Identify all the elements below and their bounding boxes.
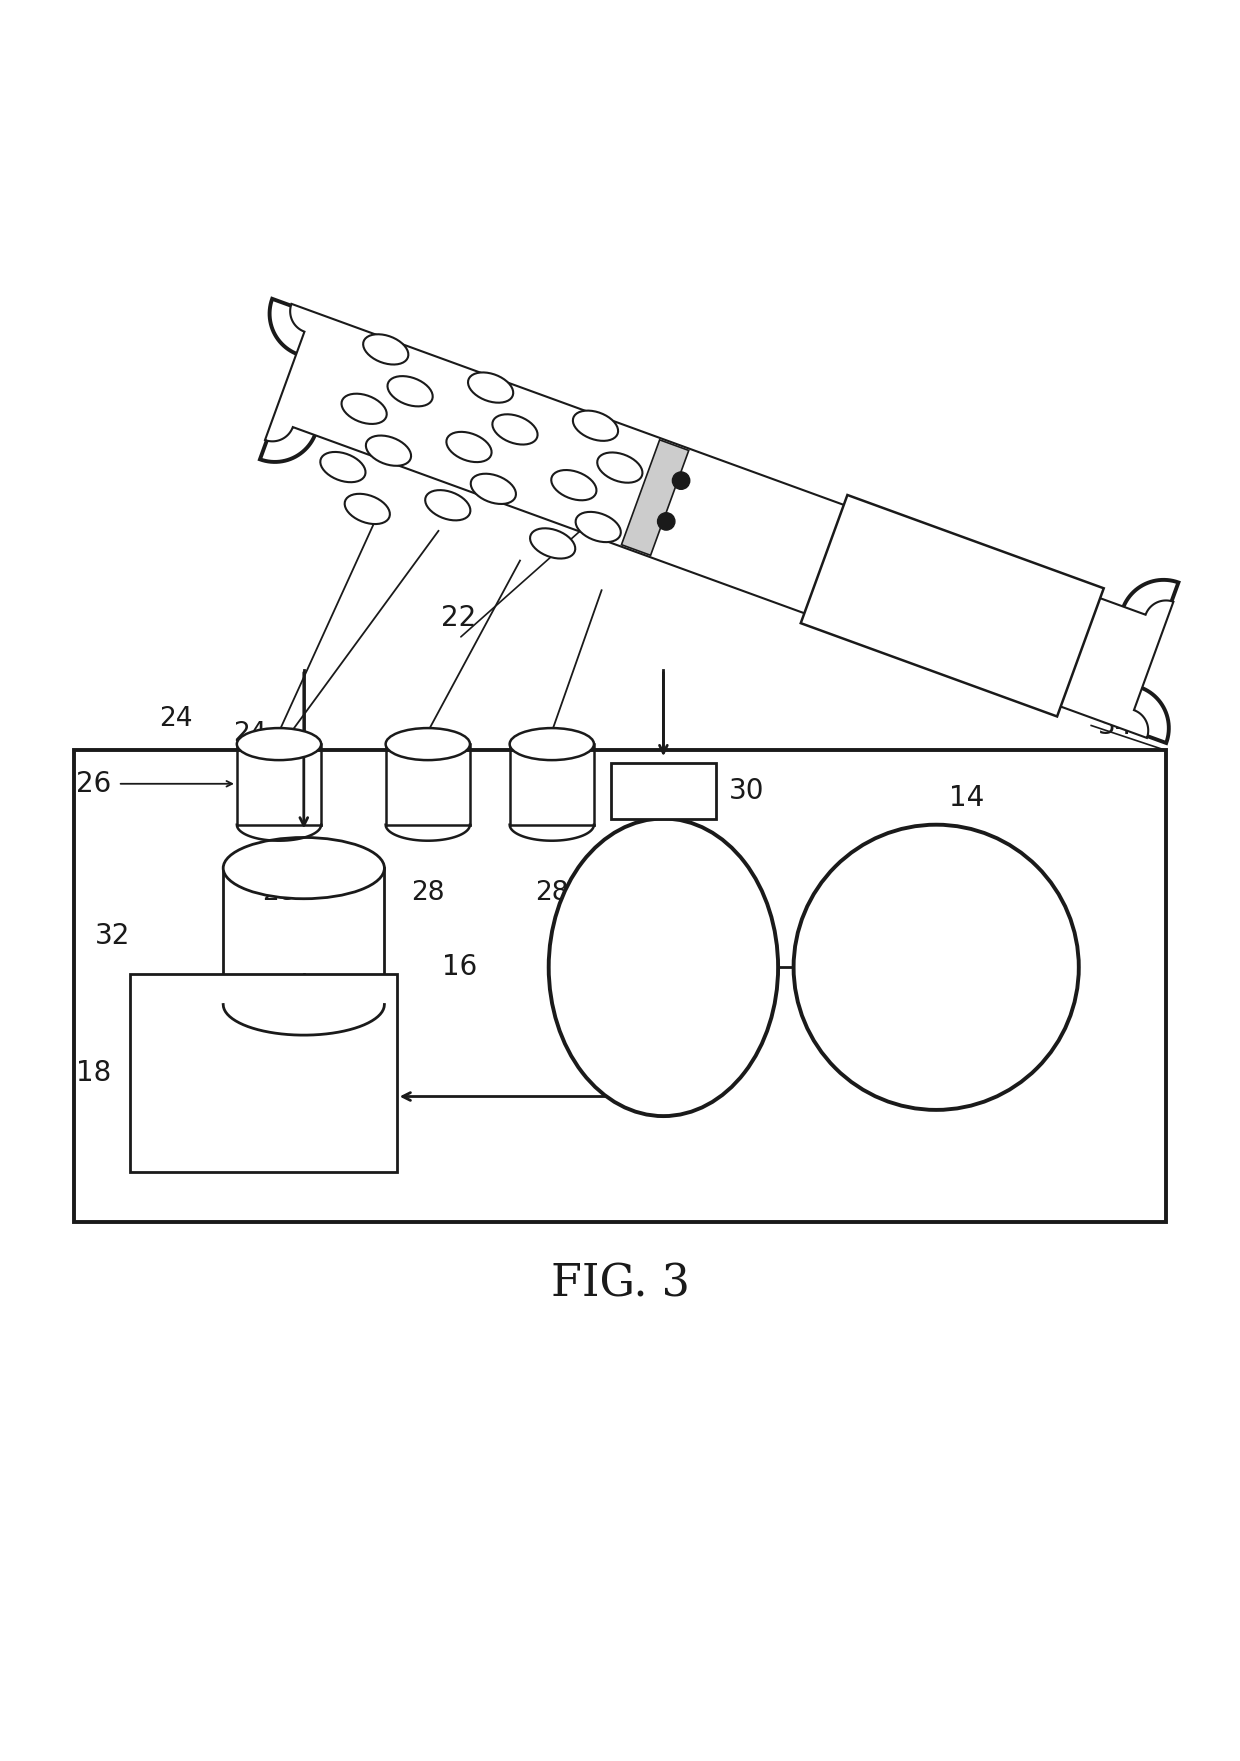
Text: 30: 30 <box>729 777 764 805</box>
Polygon shape <box>366 435 412 467</box>
Text: 18: 18 <box>77 1058 112 1087</box>
Ellipse shape <box>386 727 470 761</box>
Polygon shape <box>575 512 621 542</box>
Text: 28: 28 <box>262 880 296 907</box>
Circle shape <box>657 512 675 530</box>
Ellipse shape <box>510 727 594 761</box>
Polygon shape <box>471 474 516 504</box>
Polygon shape <box>573 410 618 440</box>
Bar <box>74 750 1166 1222</box>
Text: 34: 34 <box>1097 711 1133 740</box>
Text: 16: 16 <box>443 953 477 981</box>
Polygon shape <box>265 305 1173 738</box>
Polygon shape <box>467 372 513 403</box>
Polygon shape <box>621 440 688 555</box>
Polygon shape <box>552 470 596 500</box>
Text: 24: 24 <box>422 731 455 757</box>
Text: 26: 26 <box>77 770 112 798</box>
Polygon shape <box>260 299 1178 743</box>
Polygon shape <box>320 453 366 483</box>
Ellipse shape <box>223 838 384 898</box>
Polygon shape <box>345 493 389 525</box>
Polygon shape <box>341 394 387 424</box>
Ellipse shape <box>237 727 321 761</box>
Text: 14: 14 <box>949 784 983 812</box>
Text: FIG. 3: FIG. 3 <box>551 1263 689 1305</box>
Ellipse shape <box>549 819 779 1116</box>
Text: 28: 28 <box>534 880 569 907</box>
Polygon shape <box>492 414 538 444</box>
Polygon shape <box>801 495 1104 717</box>
Polygon shape <box>598 453 642 483</box>
Text: 28: 28 <box>410 880 445 907</box>
Text: 20: 20 <box>967 581 1003 609</box>
Polygon shape <box>446 431 491 461</box>
Text: 24: 24 <box>159 706 192 733</box>
Polygon shape <box>387 377 433 407</box>
Polygon shape <box>529 528 575 558</box>
Text: 32: 32 <box>94 923 130 951</box>
Bar <box>130 974 397 1171</box>
Text: 24: 24 <box>233 722 267 747</box>
Circle shape <box>794 824 1079 1109</box>
Polygon shape <box>363 335 408 365</box>
Polygon shape <box>425 490 470 519</box>
Circle shape <box>672 472 689 490</box>
Bar <box>611 763 717 819</box>
Text: 22: 22 <box>441 604 476 632</box>
